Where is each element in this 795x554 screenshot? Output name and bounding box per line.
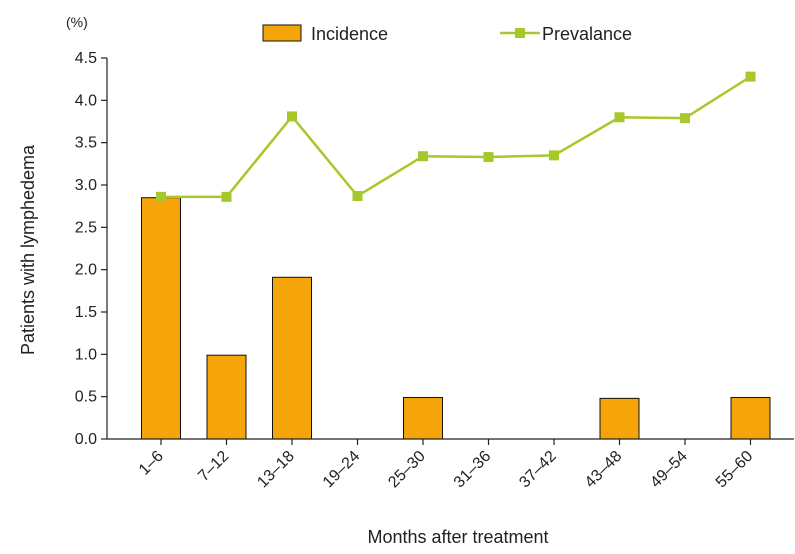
- incidence-bar: [272, 276, 312, 440]
- prevalance-point: [287, 111, 297, 122]
- y-tick-label: 0.5: [75, 389, 97, 406]
- y-axis-title: Patients with lymphedema: [18, 144, 38, 355]
- y-tick-label: 4.0: [75, 92, 97, 109]
- prevalance-point: [352, 191, 363, 202]
- y-tick-label: 3.5: [75, 135, 97, 152]
- y-tick-label: 4.5: [75, 50, 97, 67]
- incidence-bar: [206, 354, 247, 440]
- y-unit-label: (%): [66, 14, 88, 30]
- prevalance-point: [614, 112, 625, 123]
- incidence-bar: [141, 197, 181, 440]
- x-tick-label: 25–30: [385, 448, 429, 492]
- incidence-bar: [403, 397, 443, 440]
- y-tick-label: 2.5: [75, 219, 97, 236]
- prevalance-line: [161, 75, 752, 199]
- prevalance-point: [745, 71, 756, 82]
- y-tick-label: 1.0: [75, 346, 97, 363]
- y-tick-label: 2.0: [75, 262, 97, 279]
- x-tick-label: 43–48: [582, 448, 626, 492]
- prevalance-line-series: [156, 71, 756, 202]
- x-tick-label: 13–18: [254, 448, 298, 492]
- y-tick-label: 1.5: [75, 304, 97, 321]
- prevalance-point: [221, 191, 232, 202]
- prevalance-point: [549, 150, 559, 161]
- x-axis-ticks: 1–6 7–12 13–18 19–24 25–30 31–36 37–42 43–48 49–…: [136, 439, 756, 491]
- x-tick-label: 7–12: [195, 448, 232, 485]
- prevalance-point: [418, 151, 428, 162]
- x-tick-label: 1–6: [136, 448, 167, 479]
- x-tick-label: 55–60: [713, 448, 757, 492]
- legend: Incidence Prevalance: [262, 24, 632, 44]
- x-tick-label: 19–24: [320, 448, 364, 492]
- x-tick-label: 31–36: [451, 448, 495, 492]
- x-tick-label: 37–42: [516, 448, 560, 492]
- incidence-bar: [730, 397, 771, 440]
- prevalance-point: [680, 113, 690, 124]
- x-axis-title: Months after treatment: [367, 527, 548, 547]
- legend-prevalance-label: Prevalance: [542, 24, 632, 44]
- legend-incidence-label: Incidence: [311, 24, 388, 44]
- prevalance-point: [156, 191, 166, 202]
- y-axis-ticks: 0.0 0.5 1.0 1.5 2.0 2.5 3.0 3.5 4.0 4.5: [75, 50, 107, 448]
- incidence-bar: [599, 397, 640, 440]
- legend-incidence-swatch: [262, 24, 302, 42]
- x-tick-label: 49–54: [647, 448, 691, 492]
- y-tick-label: 3.0: [75, 177, 97, 194]
- incidence-bars: [141, 197, 771, 440]
- y-tick-label: 0.0: [75, 431, 97, 448]
- legend-prevalance-marker: [515, 28, 525, 38]
- prevalance-point: [483, 152, 494, 163]
